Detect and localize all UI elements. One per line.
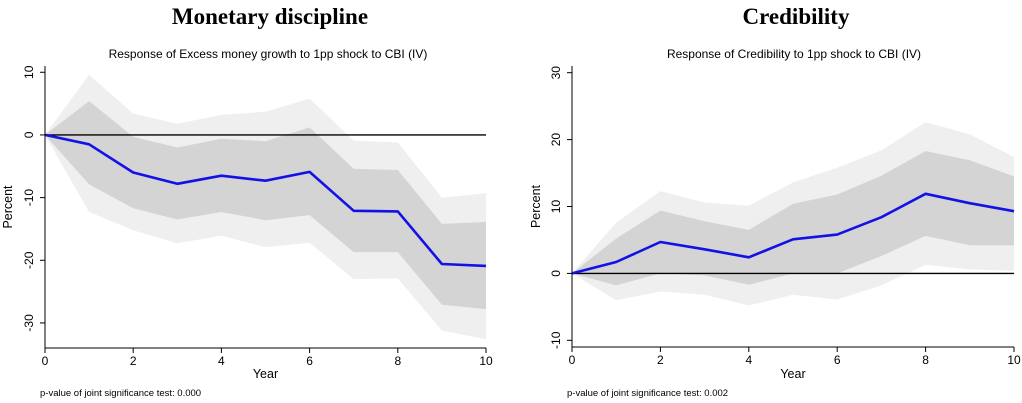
x-tick-label: 0 xyxy=(569,353,576,367)
inner-confidence-band xyxy=(572,151,1014,286)
y-tick-label: 30 xyxy=(549,66,563,80)
x-tick-label: 6 xyxy=(834,353,841,367)
x-tick-label: 10 xyxy=(479,354,493,368)
y-tick-label: -10 xyxy=(549,331,563,349)
x-tick-label: 10 xyxy=(1007,353,1021,367)
significance-note: p-value of joint significance test: 0.00… xyxy=(567,388,728,399)
y-tick-label: 20 xyxy=(549,133,563,147)
y-tick-label: 0 xyxy=(549,270,563,277)
x-tick-label: 2 xyxy=(657,353,664,367)
x-tick-label: 4 xyxy=(745,353,752,367)
y-tick-label: -20 xyxy=(22,251,36,269)
impulse-response-line xyxy=(571,192,1015,275)
x-tick-label: 2 xyxy=(130,354,137,368)
inner-confidence-band xyxy=(45,101,486,310)
x-tick-label: 4 xyxy=(218,354,225,368)
y-axis-label: Percent xyxy=(529,184,543,228)
impulse-response-line xyxy=(44,133,487,268)
x-axis-label: Year xyxy=(253,367,278,381)
left-panel-heading: Monetary discipline xyxy=(171,4,369,29)
significance-note: p-value of joint significance test: 0.00… xyxy=(40,388,201,399)
chart-subtitle: Response of Excess money growth to 1pp s… xyxy=(109,47,428,61)
y-tick-label: -10 xyxy=(22,189,36,207)
right-chart: 0 2 4 6 8 10 30 20 10 0 -10 Response of Credibility… xyxy=(529,47,1021,399)
x-axis-label: Year xyxy=(780,367,805,381)
x-tick-label: 8 xyxy=(394,354,401,368)
x-tick-label: 8 xyxy=(922,353,929,367)
y-tick-label: -30 xyxy=(22,314,36,332)
x-tick-label: 6 xyxy=(306,354,313,368)
y-axis-label: Percent xyxy=(1,185,15,229)
x-tick-label: 0 xyxy=(42,354,49,368)
chart-subtitle: Response of Credibility to 1pp shock to … xyxy=(667,47,921,61)
right-panel-heading: Credibility xyxy=(742,4,850,29)
y-tick-label: 0 xyxy=(22,131,36,138)
left-chart: 0 2 4 6 8 10 10 0 -10 -20 -30 Response of Excess mo… xyxy=(1,47,493,399)
y-tick-label: 10 xyxy=(22,65,36,79)
y-tick-label: 10 xyxy=(549,200,563,214)
